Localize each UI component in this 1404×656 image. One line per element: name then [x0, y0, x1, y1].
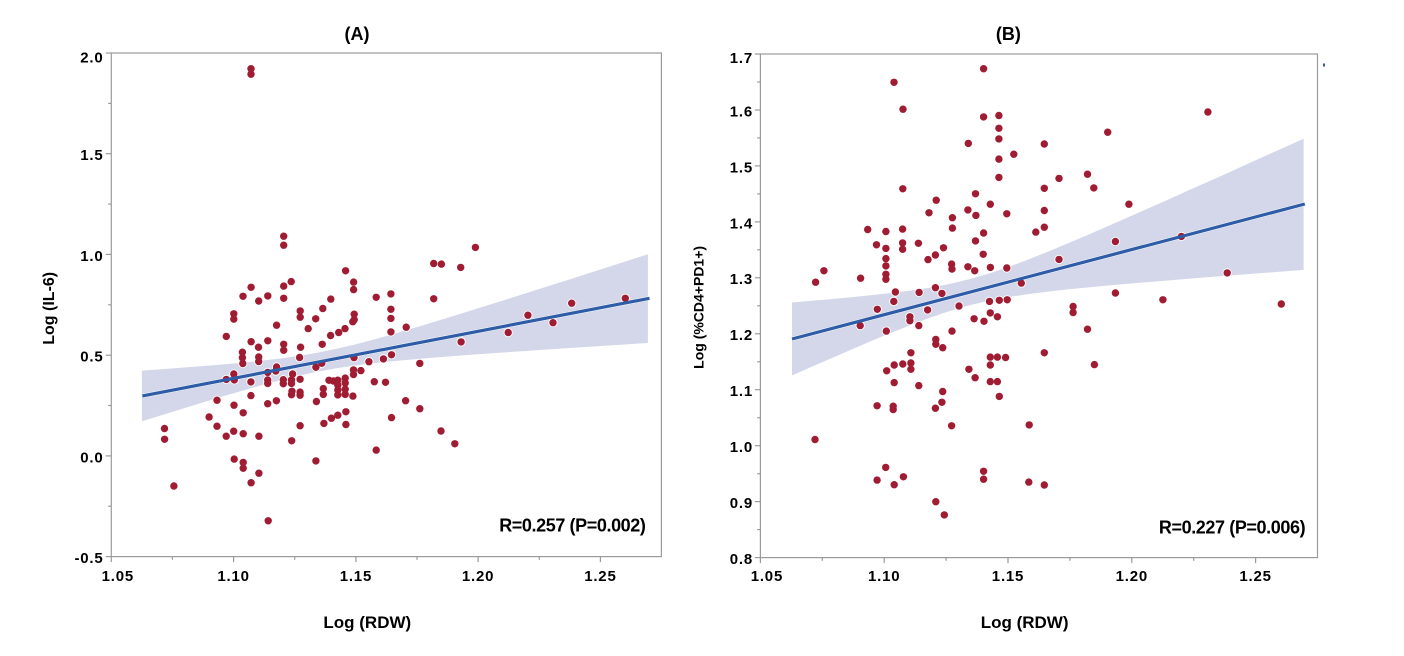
svg-text:1.5: 1.5 [80, 147, 103, 164]
svg-text:1.05: 1.05 [102, 568, 134, 585]
svg-text:0.5: 0.5 [80, 349, 103, 366]
svg-text:2.0: 2.0 [80, 50, 103, 67]
svg-text:1.3: 1.3 [730, 271, 753, 288]
svg-text:Log (%CD4+PD1+): Log (%CD4+PD1+) [691, 246, 707, 369]
svg-text:1.5: 1.5 [730, 159, 753, 176]
svg-text:1.0: 1.0 [730, 439, 753, 456]
svg-text:1.25: 1.25 [584, 568, 616, 585]
svg-text:1.15: 1.15 [992, 568, 1024, 585]
svg-text:1.05: 1.05 [751, 568, 783, 585]
svg-text:0.8: 0.8 [730, 551, 753, 568]
svg-text:(A): (A) [345, 24, 370, 44]
svg-text:1.10: 1.10 [868, 568, 900, 585]
svg-text:1.20: 1.20 [1116, 568, 1148, 585]
svg-text:0.9: 0.9 [730, 495, 753, 512]
svg-text:1.2: 1.2 [730, 327, 753, 344]
svg-text:1.7: 1.7 [730, 50, 753, 67]
svg-text:Log (IL-6): Log (IL-6) [41, 272, 58, 345]
svg-text:0.0: 0.0 [80, 449, 103, 466]
svg-text:Log (RDW): Log (RDW) [323, 613, 411, 632]
svg-text:Log (RDW): Log (RDW) [981, 613, 1069, 632]
svg-text:1.6: 1.6 [730, 103, 753, 120]
svg-text:1.4: 1.4 [730, 215, 753, 232]
svg-text:1.1: 1.1 [730, 383, 753, 400]
svg-text:(B): (B) [996, 24, 1021, 44]
svg-text:1.25: 1.25 [1239, 568, 1271, 585]
svg-text:1.10: 1.10 [217, 568, 249, 585]
svg-text:1.15: 1.15 [340, 568, 372, 585]
svg-text:R=0.257 (P=0.002): R=0.257 (P=0.002) [499, 516, 646, 536]
svg-text:1.0: 1.0 [80, 248, 103, 265]
svg-text:R=0.227 (P=0.006): R=0.227 (P=0.006) [1159, 518, 1306, 538]
svg-text:-0.5: -0.5 [74, 550, 103, 567]
svg-text:1.20: 1.20 [462, 568, 494, 585]
